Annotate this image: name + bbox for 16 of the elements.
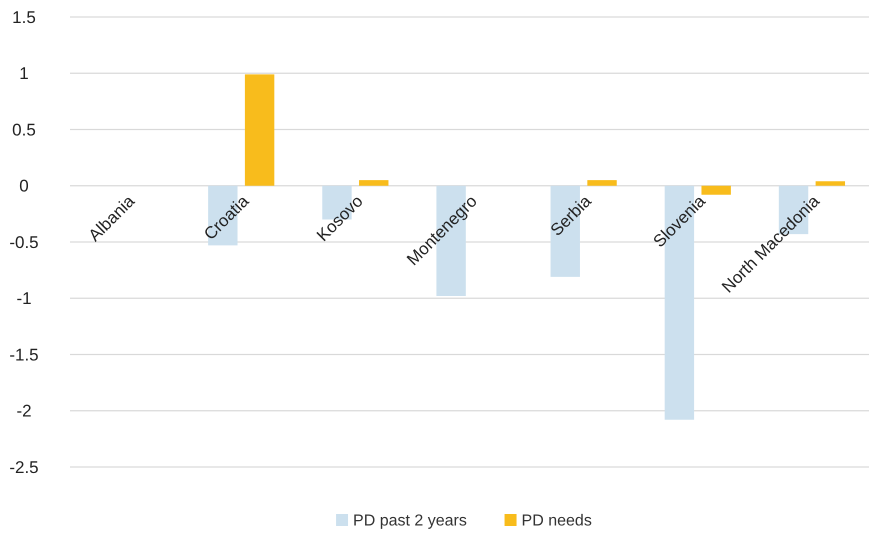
y-tick-label: 1 <box>19 64 29 84</box>
y-tick-label: 0 <box>19 176 29 196</box>
y-tick-label: -1 <box>16 289 32 308</box>
bar <box>816 181 846 186</box>
bar <box>244 74 274 186</box>
y-tick-label: -1.5 <box>9 345 39 364</box>
bar <box>587 180 617 186</box>
bar <box>359 180 388 186</box>
legend-label: PD past 2 years <box>353 512 467 530</box>
y-tick-label: 0.5 <box>12 120 36 140</box>
legend-label: PD needs <box>522 512 592 530</box>
y-tick-label: -2 <box>16 402 32 421</box>
y-tick-label: -0.5 <box>9 232 39 252</box>
bar <box>701 186 731 195</box>
y-tick-label: -2.5 <box>9 458 39 477</box>
y-tick-label: 1.5 <box>12 8 36 27</box>
